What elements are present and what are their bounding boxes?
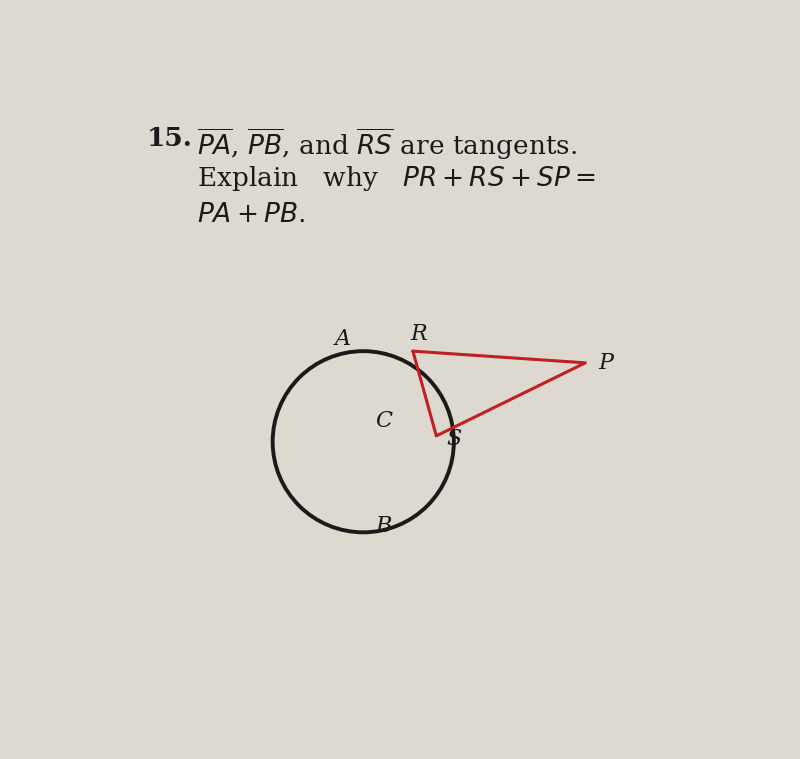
Text: $\overline{PA}$, $\overline{PB}$, and $\overline{RS}$ are tangents.: $\overline{PA}$, $\overline{PB}$, and $\… — [197, 126, 577, 162]
Text: B: B — [375, 515, 392, 537]
Text: 15.: 15. — [147, 126, 193, 151]
Text: $PA + PB.$: $PA + PB.$ — [197, 202, 305, 227]
Text: S: S — [446, 428, 462, 450]
Text: C: C — [375, 411, 392, 433]
Text: P: P — [598, 352, 614, 374]
Text: Explain   why   $PR + RS + SP =$: Explain why $PR + RS + SP =$ — [197, 164, 595, 193]
Text: R: R — [410, 323, 427, 345]
Text: A: A — [334, 329, 351, 351]
